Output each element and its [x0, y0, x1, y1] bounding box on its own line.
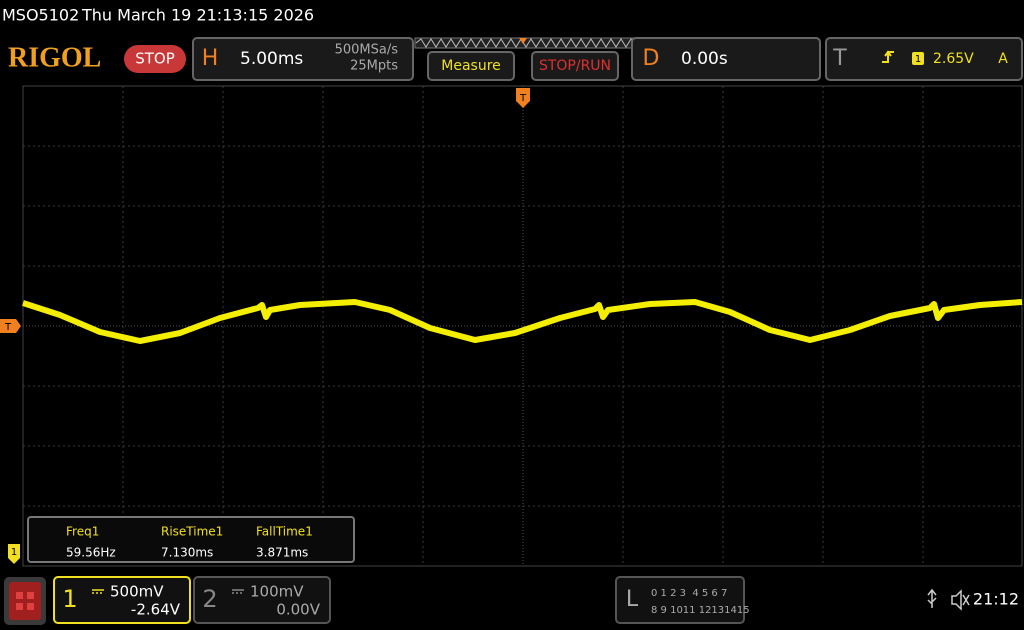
- model: MSO5102: [2, 6, 79, 25]
- horizontal-box[interactable]: [192, 37, 414, 81]
- measure-button[interactable]: [427, 51, 515, 81]
- channel1-marker: [8, 544, 20, 564]
- graticule-border: [22, 85, 1023, 567]
- channel2-box[interactable]: [193, 576, 331, 624]
- trigger-source: 1: [915, 54, 921, 65]
- menu-icon: [9, 582, 41, 620]
- delay-box[interactable]: [631, 37, 821, 81]
- channel1-marker-label: 1: [11, 547, 17, 558]
- logic-box[interactable]: [615, 576, 745, 624]
- run-state-pill: [124, 45, 186, 73]
- sample-rate: 500MSa/s: [335, 43, 399, 58]
- channel2-number: 2: [202, 585, 217, 613]
- channel1-scale: 500mV: [110, 583, 164, 601]
- channel1-offset: -2.64V: [131, 601, 181, 619]
- waveform: [22, 299, 1023, 344]
- trigger-edge-icon: [882, 50, 894, 63]
- measurement-name: Freq1: [66, 525, 99, 539]
- measurement-panel: [27, 516, 355, 563]
- measure-label: Measure: [441, 58, 501, 74]
- coupling-icon: [92, 589, 104, 594]
- trigger-level: 2.65V: [933, 51, 974, 67]
- menu-icon-squares: [16, 592, 34, 610]
- speaker-icon[interactable]: [951, 589, 970, 611]
- coupling-icon: [232, 589, 244, 594]
- delay-value: 0.00s: [681, 49, 728, 69]
- datetime: Thu March 19 21:13:15 2026: [81, 6, 314, 25]
- logic-row2: 8 9 1011 12131415: [651, 605, 750, 616]
- timebase: 5.00ms: [240, 49, 303, 69]
- measurement-value: 7.130ms: [161, 546, 213, 560]
- run-state: STOP: [135, 50, 175, 68]
- channel2-offset: 0.00V: [276, 601, 320, 619]
- logic-row1: 0 1 2 3 4 5 6 7: [651, 588, 727, 599]
- trigger-position-marker: [516, 88, 530, 108]
- trigger-source-chip: [912, 52, 924, 65]
- memory-pattern: [415, 38, 637, 48]
- measurement-name: RiseTime1: [161, 525, 223, 539]
- trigger-level-marker-label: T: [4, 322, 12, 333]
- delay-label: D: [643, 46, 660, 71]
- horizontal-label: H: [202, 46, 219, 71]
- trigger-label: T: [832, 46, 847, 71]
- channel1-box[interactable]: [53, 576, 191, 624]
- stop-run-button[interactable]: [531, 51, 619, 81]
- logo: RIGOL: [8, 42, 101, 73]
- trigger-level-marker: [0, 319, 21, 333]
- stop-run-label: STOP/RUN: [539, 58, 611, 74]
- memory-position: [519, 38, 527, 44]
- trigger-mode: A: [998, 51, 1008, 67]
- measurement-value: 3.871ms: [256, 546, 308, 560]
- measurement-name: FallTime1: [256, 525, 313, 539]
- channel2-scale: 100mV: [250, 583, 304, 601]
- channel1-number: 1: [62, 585, 77, 613]
- trigger-position-marker-label: T: [519, 93, 527, 104]
- measurement-value: 59.56Hz: [66, 546, 116, 560]
- clock: 21:12: [973, 590, 1019, 609]
- logic-label: L: [626, 587, 639, 612]
- memory-depth: 25Mpts: [350, 59, 398, 74]
- usb-icon: [927, 588, 937, 608]
